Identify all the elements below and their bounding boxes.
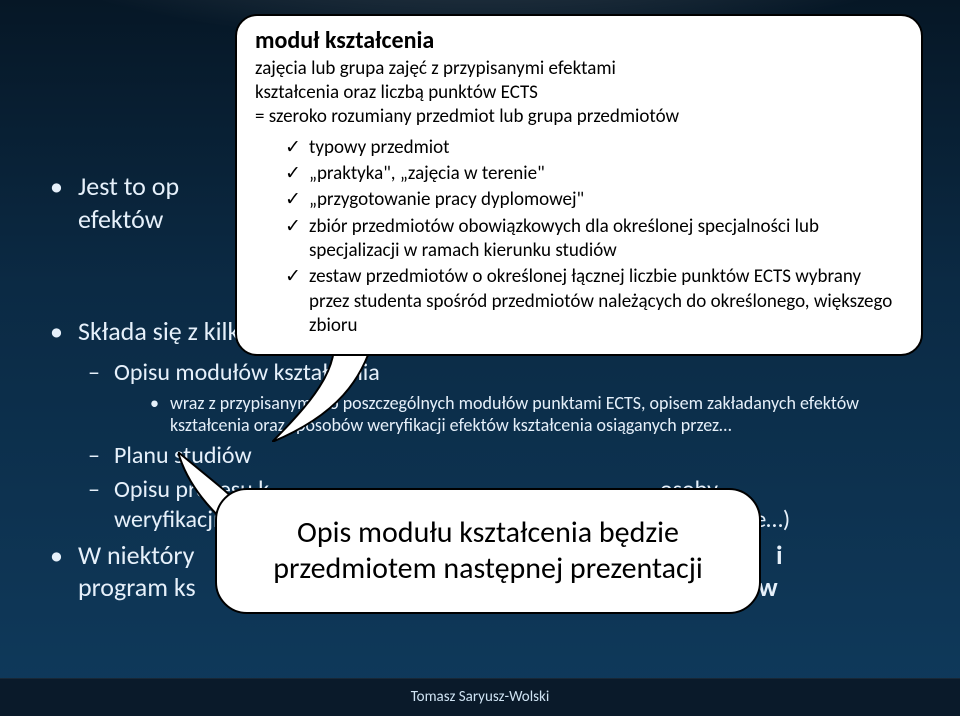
callout-item: ✓ zbiór przedmiotów obowiązkowych dla okr… [255,215,903,264]
callout-item-text: „praktyka", „zajęcia w terenie" [309,162,545,185]
bullet-2-text: Składa się z kilku [78,315,253,347]
b1c-pre: W niektóry [78,539,194,571]
callout-item: ✓ „przygotowanie pracy dyplomowej" [255,188,903,212]
bubble-text: Opis modułu kształcenia będzie przedmiot… [217,515,759,587]
callout-l3: = szeroko rozumiany przedmiot lub grupa … [255,105,903,129]
footer: Tomasz Saryusz-Wolski [0,678,960,716]
check-icon: ✓ [285,215,301,239]
bullet-1-text-a: Jest to op [78,170,179,202]
callout-box: moduł kształcenia zajęcia lub grupa zaję… [235,14,923,356]
bullet-1-text-b: efektów [78,203,163,235]
bullet-2-sub-a: Opisu modułów kształcenia [88,358,910,388]
b1c-post1: i [776,539,782,571]
callout-item-text: zbiór przedmiotów obowiązkowych dla okre… [309,215,819,262]
callout-title: moduł kształcenia [255,26,903,57]
footer-author: Tomasz Saryusz-Wolski [411,688,550,706]
check-icon: ✓ [285,265,301,289]
callout-item: ✓ „praktyka", „zajęcia w terenie" [255,162,903,186]
callout-l1: zajęcia lub grupa zajęć z przypisanymi e… [255,57,903,81]
callout-item: ✓ zestaw przedmiotów o określonej łącznej… [255,265,903,338]
b1c-l2-pre: program ks [78,571,196,603]
callout-item-text: „przygotowanie pracy dyplomowej" [309,188,584,211]
check-icon: ✓ [285,162,301,186]
check-icon: ✓ [285,136,301,160]
callout-item-text: typowy przedmiot [309,136,450,159]
bullet-2-sub-a-detail: wraz z przypisanymi do poszczególnych mo… [150,392,910,437]
check-icon: ✓ [285,188,301,212]
callout-l2: kształcenia oraz liczbą punktów ECTS [255,81,903,105]
callout-list: ✓ typowy przedmiot ✓ „praktyka", „zajęcia … [255,136,903,339]
speech-bubble: Opis modułu kształcenia będzie przedmiot… [215,488,761,614]
callout-item-text: zestaw przedmiotów o określonej łącznej … [309,265,892,337]
callout-item: ✓ typowy przedmiot [255,136,903,160]
